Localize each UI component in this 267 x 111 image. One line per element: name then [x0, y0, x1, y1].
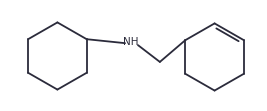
Text: NH: NH	[123, 37, 139, 47]
